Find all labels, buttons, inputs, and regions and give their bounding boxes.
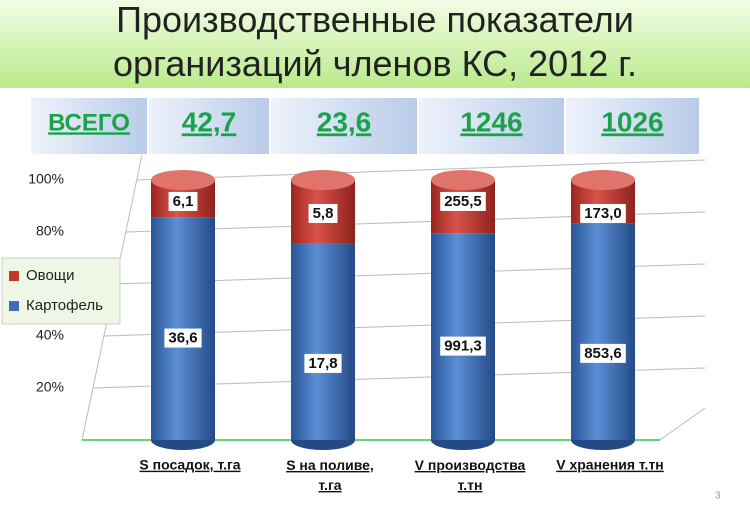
data-label: 853,6 xyxy=(584,345,622,362)
summary-text: 1026 xyxy=(601,106,663,137)
cylinder-top xyxy=(151,170,215,190)
data-label-box xyxy=(440,336,486,356)
slide-title: Производственные показатели организаций ч… xyxy=(113,0,637,84)
data-label-box xyxy=(308,203,338,223)
data-label: 5,8 xyxy=(313,205,334,222)
legend-box xyxy=(1,257,121,325)
summary-text: 42,7 xyxy=(182,106,237,137)
summary-cell xyxy=(417,96,566,156)
data-label-box xyxy=(168,191,198,211)
x-tick-label: S посадок, т.га xyxy=(139,457,240,473)
y-tick-label: 100% xyxy=(28,171,64,187)
data-label-box xyxy=(304,353,342,373)
data-label-box xyxy=(580,203,626,223)
data-label: 255,5 xyxy=(444,193,482,210)
summary-cell xyxy=(147,96,271,156)
x-tick-label: V хранения т.тн xyxy=(556,457,664,473)
data-label: 173,0 xyxy=(584,205,622,222)
summary-cell xyxy=(564,96,701,156)
cylinder-top xyxy=(291,170,355,190)
cylinder-segment xyxy=(291,243,355,440)
data-label: 6,1 xyxy=(173,193,194,210)
legend-swatch xyxy=(9,301,19,311)
title-band xyxy=(0,0,750,88)
legend-label: Картофель xyxy=(26,297,103,314)
page-number: 3 xyxy=(715,491,721,502)
floor-edge xyxy=(659,407,706,441)
summary-cell xyxy=(29,96,149,156)
data-label-box xyxy=(580,343,626,363)
summary-text: 23,6 xyxy=(317,106,372,137)
y-tick-label: 80% xyxy=(36,223,64,239)
data-label: 36,6 xyxy=(168,330,197,347)
legend-label: Овощи xyxy=(26,267,75,284)
legend-swatch xyxy=(9,271,19,281)
summary-text: ВСЕГО xyxy=(48,109,130,136)
data-label-box xyxy=(440,191,486,211)
cylinder-top xyxy=(571,170,635,190)
cylinder-segment xyxy=(571,223,635,440)
summary-cell xyxy=(269,96,419,156)
y-tick-label: 40% xyxy=(36,327,64,343)
x-tick-label: S на поливе, т.га xyxy=(286,457,374,493)
y-tick-label: 20% xyxy=(36,379,64,395)
data-label-box xyxy=(164,328,202,348)
data-label: 17,8 xyxy=(308,355,337,372)
data-label: 991,3 xyxy=(444,338,482,355)
cylinder-top xyxy=(431,170,495,190)
summary-text: 1246 xyxy=(460,106,522,137)
grid-line xyxy=(136,159,706,181)
x-tick-label: V производства т.тн xyxy=(415,457,526,493)
